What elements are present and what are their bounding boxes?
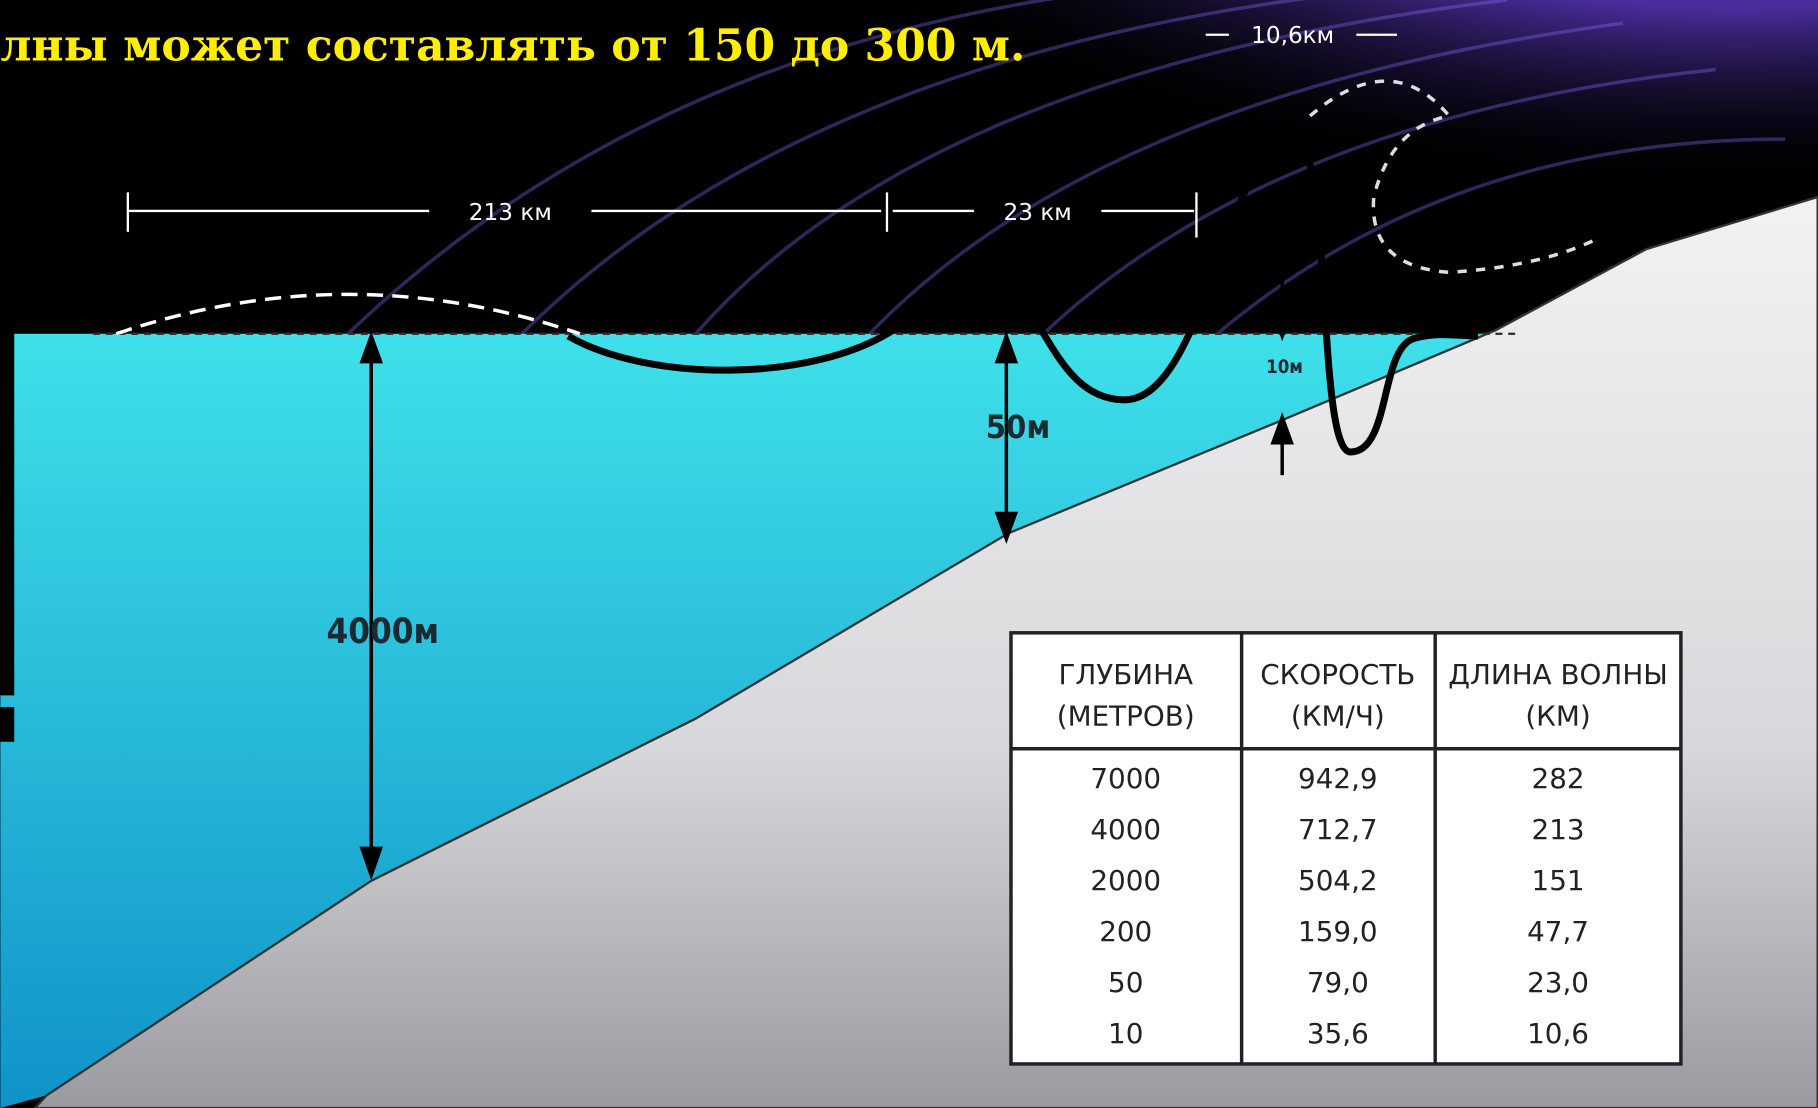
ocean-depth-label: 4000м — [327, 612, 440, 652]
table-cell: 213 — [1532, 813, 1585, 846]
shore-height-label: 10м — [1266, 357, 1303, 378]
column-header: ДЛИНА ВОЛНЫ — [1448, 658, 1667, 691]
table-cell: 282 — [1532, 762, 1585, 795]
title: лны может составлять от 150 до 300 м. — [0, 20, 1025, 71]
table-cell: 50 — [1108, 966, 1143, 999]
table-cell: 504,2 — [1298, 864, 1378, 897]
column-header: СКОРОСТЬ — [1260, 658, 1415, 691]
table-cell: 35,6 — [1307, 1017, 1369, 1050]
table-cell: 79,0 — [1307, 966, 1369, 999]
table-cell: 2000 — [1090, 864, 1161, 897]
speed-table: ГЛУБИНА (МЕТРОВ) СКОРОСТЬ (КМ/Ч) ДЛИНА ВОЛНЫ… — [1011, 633, 1681, 1064]
deep-wavelength-label: 213 км — [469, 199, 552, 226]
tsunami-diagram: лны может составлять от 150 до 300 м. 10… — [0, 0, 1818, 1108]
table-cell: 151 — [1532, 864, 1585, 897]
table-cell: 23,0 — [1527, 966, 1589, 999]
column-header: (МЕТРОВ) — [1057, 700, 1195, 733]
shelf-depth-label: 50м — [986, 408, 1050, 446]
crest-width-label: 10,6км — [1251, 22, 1334, 49]
table-cell: 7000 — [1090, 762, 1161, 795]
column-header: (КМ) — [1525, 700, 1590, 733]
table-cell: 4000 — [1090, 813, 1161, 846]
shelf-wavelength-label: 23 км — [1004, 199, 1072, 226]
table-cell: 942,9 — [1298, 762, 1378, 795]
table-cell: 200 — [1099, 915, 1152, 948]
page: лны может составлять от 150 до 300 м. 10… — [0, 0, 1818, 1108]
table-frame — [1011, 633, 1681, 1064]
table-cell: 10 — [1108, 1017, 1143, 1050]
table-cell: 10,6 — [1527, 1017, 1589, 1050]
table-cell: 712,7 — [1298, 813, 1378, 846]
column-header: ГЛУБИНА — [1058, 658, 1193, 691]
table-cell: 159,0 — [1298, 915, 1378, 948]
column-header: (КМ/Ч) — [1291, 700, 1385, 733]
table-cell: 47,7 — [1527, 915, 1589, 948]
